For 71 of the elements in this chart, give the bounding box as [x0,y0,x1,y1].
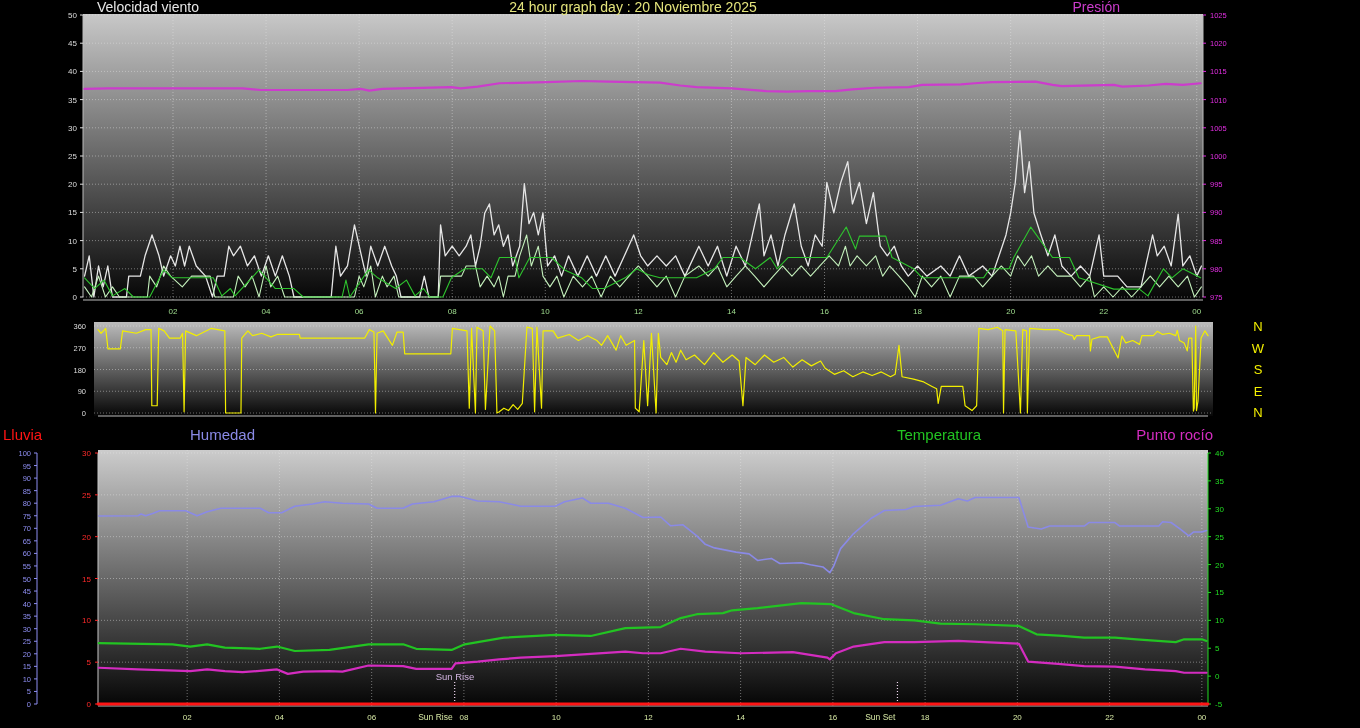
y-tick-label: 20 [68,179,78,189]
x-tick-label: 12 [633,306,644,316]
y-tick-label: 25 [82,490,92,500]
y2-tick-label: 10 [1215,615,1225,625]
y-tick-label: 35 [68,95,78,105]
y-tick-label: 5 [86,657,92,667]
ref-line-label: Sun Rise [418,712,453,722]
y-tick-label: 50 [68,10,78,20]
x-tick-label: 16 [820,306,830,316]
y-tick-label: 10 [82,615,92,625]
text: Punto rocío [1136,425,1213,443]
text: W [1251,340,1265,355]
x-tick-label: 06 [367,712,377,722]
line-series [97,639,1208,675]
line-series [83,79,1202,93]
x-tick-label: 12 [643,712,654,722]
x-tick-label: 00 [1197,712,1207,722]
x-tick-label: 20 [1012,712,1023,722]
text: Lluvia [3,425,43,443]
x-tick-label: 22 [1105,712,1115,722]
y-tick-label: 45 [68,38,78,48]
y-tick-label: 0 [86,699,92,709]
y2-tick-label: 35 [1215,476,1225,486]
chart-title: 24 hour graph day : 20 Noviembre 2025 [509,0,757,15]
text: Presión [1072,0,1120,15]
x-tick-label: 14 [726,306,737,316]
y2-tick-label: 20 [1215,560,1225,570]
y2-tick-label: 5 [1215,643,1220,653]
x-tick-label: 18 [913,306,923,316]
y2-tick-label: 15 [1215,587,1225,597]
x-tick-label: 14 [736,712,746,722]
x-tick-label: 08 [447,306,458,316]
text: N [1253,318,1263,334]
x-tick-label: 04 [261,306,272,316]
text: S [1253,361,1263,377]
text: Velocidad viento [97,0,200,15]
y-tick-label: 10 [68,236,78,246]
x-tick-label: 16 [828,712,838,722]
x-tick-label: 10 [540,306,551,316]
text: Temperatura [897,425,982,443]
y2-tick-label: 0 [1215,671,1220,681]
annotation: Sun Rise [435,670,475,682]
y-tick-label: 15 [68,207,78,217]
x-tick-label: 02 [168,306,178,316]
x-tick-label: 18 [920,712,931,722]
x-tick-label: 08 [459,712,469,722]
line-series [97,601,1208,653]
x-tick-label: 10 [551,712,562,722]
text: N [1253,404,1263,420]
y-tick-label: 20 [82,532,92,542]
text: Humedad [190,425,256,443]
y-tick-label: 30 [82,448,92,458]
y-tick-label: 25 [68,151,78,161]
y-tick-label: 0 [72,292,78,302]
y-tick-label: 40 [68,66,78,76]
x-tick-label: 04 [274,712,285,722]
y2-tick-label: 30 [1215,504,1225,514]
y-tick-label: 30 [68,123,78,133]
text: E [1253,383,1263,398]
x-tick-label: 00 [1192,306,1202,316]
y-tick-label: 15 [82,574,92,583]
ref-line-label: Sun Set [865,712,897,722]
x-tick-label: 06 [354,306,365,316]
x-tick-label: 22 [1099,306,1109,316]
y2-tick-label: 25 [1215,532,1225,542]
y-tick-label: 5 [72,264,78,274]
x-tick-label: 02 [182,712,193,722]
line-series [97,495,1208,574]
y2-tick-label: 40 [1215,448,1225,458]
x-tick-label: 20 [1006,306,1016,316]
y2-tick-label: -5 [1215,699,1223,709]
